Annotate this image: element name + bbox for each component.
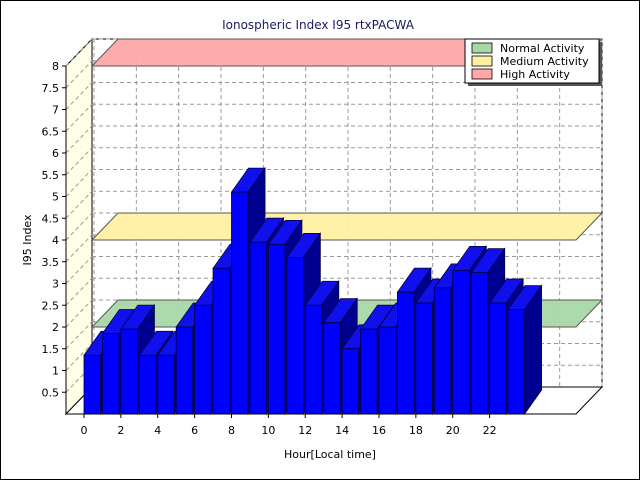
bar-front bbox=[267, 243, 286, 415]
y-tick-label: 3 bbox=[52, 278, 59, 291]
bar-hour-23 bbox=[507, 284, 543, 416]
grid-line-wall bbox=[65, 60, 93, 89]
grid-line-wall bbox=[65, 343, 93, 371]
bar-front bbox=[452, 270, 470, 415]
legend-swatch bbox=[471, 68, 493, 80]
bar-front bbox=[286, 256, 304, 415]
grid-line-wall bbox=[65, 212, 93, 241]
grid-line-wall bbox=[65, 277, 93, 306]
grid-line-wall bbox=[65, 299, 93, 328]
grid-line-wall bbox=[65, 103, 93, 132]
grid-line-wall bbox=[65, 169, 93, 197]
grid-line-wall bbox=[65, 256, 93, 284]
grid-line-wall bbox=[65, 82, 93, 110]
x-tick-label: 12 bbox=[298, 424, 312, 437]
y-tick-label: 6.5 bbox=[42, 125, 60, 138]
y-tick-label: 1.5 bbox=[42, 343, 60, 356]
grid-line-wall bbox=[65, 38, 93, 67]
bar-front bbox=[231, 191, 249, 415]
x-tick-label: 2 bbox=[117, 424, 124, 437]
x-tick-label: 8 bbox=[228, 424, 235, 437]
x-tick-label: 4 bbox=[154, 424, 161, 437]
bar-front bbox=[157, 354, 175, 415]
legend-label: Medium Activity bbox=[500, 55, 589, 68]
y-tick-label: 6 bbox=[52, 147, 59, 160]
y-tick-label: 2.5 bbox=[42, 299, 60, 312]
y-tick-label: 4 bbox=[52, 234, 59, 247]
bar-front bbox=[249, 241, 267, 415]
bar-front bbox=[360, 328, 378, 415]
y-tick-label: 3.5 bbox=[42, 256, 60, 269]
band-medium-activity bbox=[90, 212, 604, 241]
bar-front bbox=[470, 272, 489, 415]
x-tick-label: 14 bbox=[335, 424, 349, 437]
bar-front bbox=[489, 302, 507, 415]
bar-front bbox=[397, 291, 415, 415]
legend-label: Normal Activity bbox=[500, 42, 585, 55]
x-tick-label: 6 bbox=[191, 424, 198, 437]
bar-front bbox=[378, 326, 396, 415]
grid-line-wall bbox=[65, 190, 93, 219]
bar-front bbox=[102, 333, 120, 415]
grid-line-wall bbox=[65, 147, 93, 176]
y-tick-label: 7.5 bbox=[42, 82, 60, 95]
y-tick-label: 5 bbox=[52, 191, 59, 204]
y-tick-label: 2 bbox=[52, 321, 59, 334]
grid-line-wall bbox=[65, 234, 93, 263]
legend-swatch bbox=[471, 42, 493, 54]
y-tick-label: 7 bbox=[52, 104, 59, 117]
x-tick-label: 22 bbox=[483, 424, 497, 437]
bar-front bbox=[433, 287, 452, 415]
y-axis-label: I95 Index bbox=[21, 214, 34, 266]
x-tick-label: 16 bbox=[372, 424, 386, 437]
y-tick-label: 8 bbox=[52, 60, 59, 73]
chart-title: Ionospheric Index I95 rtxPACWA bbox=[222, 18, 415, 32]
x-tick-label: 10 bbox=[261, 424, 275, 437]
x-axis-label: Hour[Local time] bbox=[284, 448, 376, 461]
y-tick-label: 5.5 bbox=[42, 169, 60, 182]
legend-swatch bbox=[471, 55, 493, 67]
bar-front bbox=[83, 354, 101, 415]
grid-line-wall bbox=[65, 321, 93, 350]
y-tick-label: 4.5 bbox=[42, 212, 60, 225]
legend-label: High Activity bbox=[500, 68, 570, 81]
bar-front bbox=[304, 304, 323, 415]
bar-front bbox=[212, 267, 231, 415]
x-tick-label: 20 bbox=[446, 424, 460, 437]
grid-line-wall bbox=[65, 125, 93, 154]
bar-front bbox=[138, 354, 157, 415]
bar-front bbox=[415, 302, 433, 415]
x-tick-label: 0 bbox=[81, 424, 88, 437]
x-tick-label: 18 bbox=[409, 424, 423, 437]
bar-front bbox=[194, 304, 212, 415]
bar-front bbox=[120, 328, 138, 415]
bar-front bbox=[175, 326, 194, 415]
bar-front bbox=[341, 348, 360, 415]
y-tick-label: 0.5 bbox=[42, 386, 60, 399]
bar-front bbox=[507, 309, 525, 415]
y-tick-label: 1 bbox=[52, 365, 59, 378]
bar-front bbox=[323, 322, 341, 415]
